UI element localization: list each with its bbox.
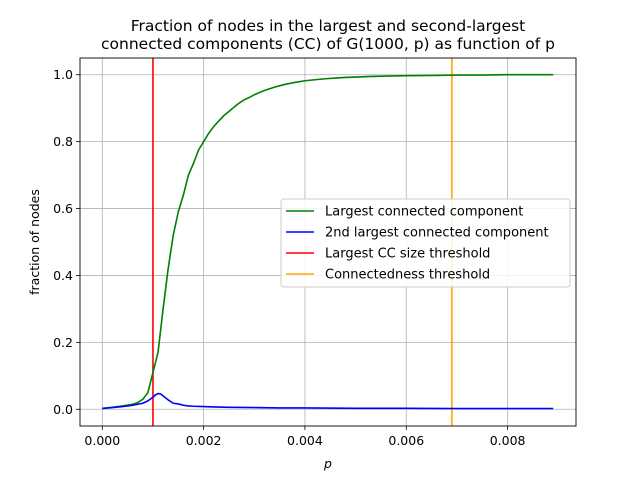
x-axis-label: p [323, 456, 332, 471]
legend-item-2nd-largest-connected-component-label: 2nd largest connected component [325, 226, 549, 241]
legend: Largest connected component 2nd largest c… [280, 198, 571, 288]
x-tick-label: 0.004 [287, 433, 323, 448]
chart-title-line-1: Fraction of nodes in the largest and sec… [131, 17, 526, 35]
legend-box [280, 198, 571, 288]
y-tick-label: 0.2 [53, 335, 73, 350]
y-tick-label: 0.6 [53, 201, 73, 216]
x-tick-label: 0.006 [388, 433, 424, 448]
series-largest-connected-component-line [102, 73, 554, 410]
legend-item-largest-connected-component-label: Largest connected component [325, 205, 523, 220]
series-2nd-largest-connected-component-line [102, 392, 554, 410]
legend-item-connectedness-threshold-label: Connectedness threshold [325, 268, 490, 283]
x-tick-label: 0.008 [490, 433, 526, 448]
x-tick-label: 0.000 [84, 433, 120, 448]
y-axis: 0.0 0.2 0.4 0.6 0.8 1.0 [53, 67, 80, 417]
plot-area [79, 57, 577, 427]
y-tick-label: 0.8 [53, 134, 73, 149]
legend-item-largest-cc-size-threshold-label: Largest CC size threshold [325, 247, 490, 262]
plot-frame [79, 57, 577, 427]
x-tick-label: 0.002 [186, 433, 222, 448]
series-lines [102, 73, 554, 410]
y-tick-label: 1.0 [53, 67, 73, 82]
y-tick-label: 0.0 [53, 402, 73, 417]
x-axis: 0.000 0.002 0.004 0.006 0.008 [84, 426, 526, 448]
y-axis-label: fraction of nodes [27, 189, 42, 295]
chart-title-line-2: connected components (CC) of G(1000, p) … [101, 35, 555, 53]
y-tick-label: 0.4 [53, 268, 73, 283]
